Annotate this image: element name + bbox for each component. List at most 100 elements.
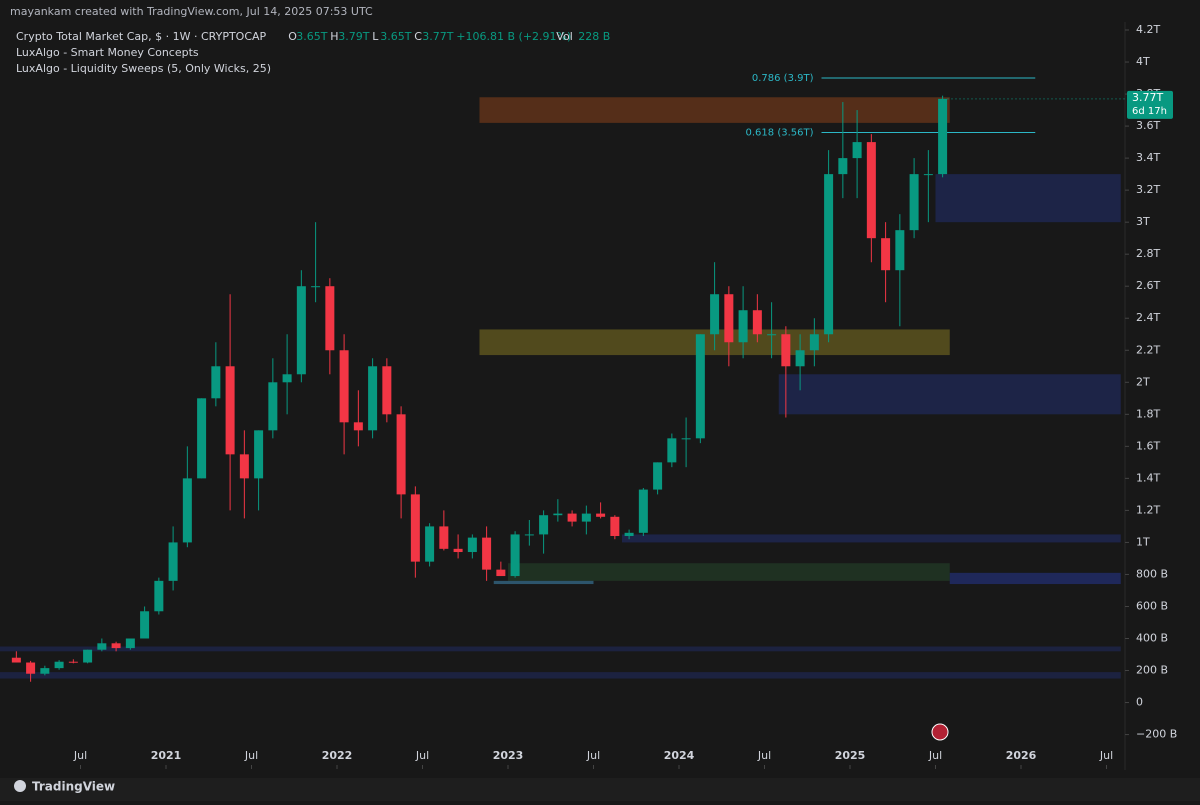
candle-body [125, 638, 135, 649]
candle-body [11, 657, 21, 663]
candle-body [382, 366, 392, 415]
candle-body [724, 294, 734, 343]
x-tick-label: Jul [586, 749, 600, 762]
candle-body [211, 366, 221, 399]
y-tick-label: 800 B [1136, 567, 1168, 580]
fib-label: 0.618 (3.56T) [746, 127, 814, 138]
x-tick-label: Jul [244, 749, 258, 762]
y-tick-label: 3.4T [1136, 151, 1160, 164]
x-tick-label: Jul [928, 749, 942, 762]
candle-body [197, 398, 207, 479]
candle-body [795, 350, 805, 367]
candle-body [325, 286, 335, 351]
y-tick-label: 3T [1136, 215, 1150, 228]
candle-body [111, 643, 121, 649]
y-tick-label: 200 B [1136, 664, 1168, 677]
candle-body [710, 294, 720, 335]
volume-key: Vol [556, 30, 572, 43]
ohlc-key: C [414, 30, 422, 43]
candle-body [695, 334, 705, 439]
candle-body [254, 430, 264, 479]
candle-body [225, 366, 235, 455]
y-tick-label: 3.2T [1136, 183, 1160, 196]
zone [778, 374, 1121, 415]
ohlc-key: O [288, 30, 297, 43]
candle-body [752, 310, 762, 335]
candle-body [140, 611, 150, 639]
candle-body [296, 286, 306, 375]
ohlc-key: H [330, 30, 338, 43]
x-tick-label: Jul [1099, 749, 1113, 762]
ohlc-value: 3.65T [296, 30, 327, 43]
candle-body [83, 649, 93, 663]
candle-body [154, 580, 164, 612]
candle-body [353, 422, 363, 431]
created-note: mayankam created with TradingView.com, J… [10, 5, 373, 18]
change: +106.81 B (+2.91%) [456, 30, 571, 43]
candle-body [895, 230, 905, 271]
indicator: LuxAlgo - Liquidity Sweeps (5, Only Wick… [16, 62, 271, 75]
candle-body [581, 513, 591, 522]
candle-body [54, 661, 64, 669]
candle-body [453, 548, 463, 553]
candle-body [866, 142, 876, 239]
y-tick-label: 4T [1136, 55, 1150, 68]
candle-body [396, 414, 406, 495]
candle-body [368, 366, 378, 431]
candle-body [596, 513, 606, 517]
countdown: 6d 17h [1132, 106, 1167, 117]
y-tick-label: 1.2T [1136, 503, 1160, 516]
y-tick-label: 2.6T [1136, 279, 1160, 292]
y-tick-label: 3.6T [1136, 119, 1160, 132]
candle-body [282, 374, 292, 383]
candle-body [738, 310, 748, 343]
candle-body [524, 534, 534, 536]
candle-body [667, 438, 677, 463]
y-tick-label: −200 B [1136, 728, 1177, 741]
zone [935, 174, 1121, 223]
zone [0, 672, 1121, 679]
x-tick-label: Jul [757, 749, 771, 762]
x-tick-label: Jul [73, 749, 87, 762]
event-flag[interactable] [931, 723, 949, 741]
y-tick-label: 0 [1136, 696, 1143, 709]
candle-body [182, 478, 192, 543]
candle-body [268, 382, 278, 431]
candle-body [809, 334, 819, 351]
candle-body [681, 438, 691, 440]
candle-body [881, 238, 891, 271]
y-tick-label: 1.4T [1136, 471, 1160, 484]
y-tick-label: 2.2T [1136, 343, 1160, 356]
ohlc-value: 3.77T [422, 30, 453, 43]
candle-body [168, 542, 178, 581]
candle-body [781, 334, 791, 367]
candle-body [610, 516, 620, 537]
x-tick-label: 2025 [835, 749, 866, 762]
y-tick-label: 600 B [1136, 599, 1168, 612]
candle-body [425, 526, 435, 562]
ohlc-value: 3.79T [338, 30, 369, 43]
x-tick-label: 2026 [1006, 749, 1037, 762]
candle-body [638, 489, 648, 533]
candle-body [510, 534, 520, 577]
zone [949, 572, 1121, 585]
candle-body [482, 537, 492, 570]
volume: 228 B [578, 30, 610, 43]
candle-body [68, 661, 78, 663]
candle-body [838, 158, 848, 175]
candle-body [767, 334, 777, 336]
zone [508, 563, 950, 581]
ohlc-key: L [372, 30, 379, 43]
y-tick-label: 2T [1136, 375, 1150, 388]
price-tag [1127, 90, 1173, 119]
candle-body [496, 569, 506, 577]
candle-body [40, 668, 50, 674]
x-tick-label: 2023 [493, 749, 524, 762]
x-tick-label: 2024 [664, 749, 695, 762]
candle-body [553, 513, 563, 516]
candle-body [339, 350, 349, 423]
x-tick-label: 2022 [322, 749, 353, 762]
y-tick-label: 1.6T [1136, 439, 1160, 452]
logo-icon [14, 780, 26, 792]
